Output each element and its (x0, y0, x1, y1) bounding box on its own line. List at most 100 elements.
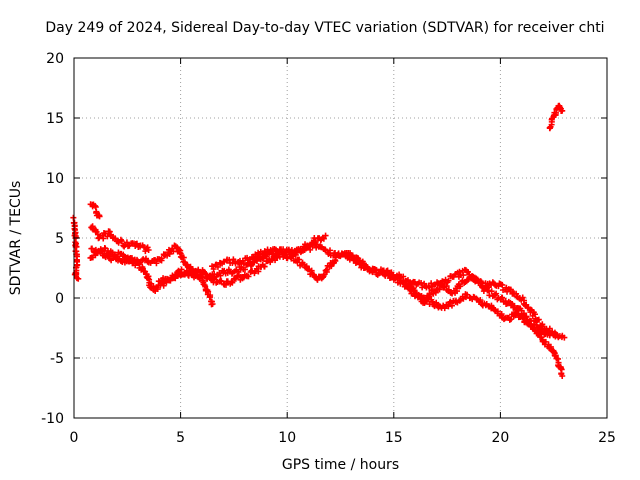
data-point (130, 260, 137, 267)
data-point (559, 373, 566, 379)
data-point (464, 268, 471, 275)
data-point (222, 281, 229, 288)
data-point (512, 312, 519, 319)
data-point (320, 235, 327, 242)
data-point (441, 305, 448, 312)
data-point (422, 298, 429, 305)
data-point (345, 253, 352, 260)
data-point (477, 297, 484, 304)
data-point (205, 288, 212, 295)
data-point (241, 266, 248, 273)
axis-ticks: 0 5 10 15 20 25 -10 -5 0 5 10 15 20 (41, 51, 616, 446)
data-point (100, 235, 107, 242)
y-axis-label: SDTVAR / TECUs (8, 180, 24, 296)
data-point (178, 266, 185, 273)
data-point (546, 325, 553, 332)
y-tick-label: -10 (41, 411, 64, 427)
data-point (214, 263, 221, 270)
data-point (420, 294, 427, 301)
data-point (297, 249, 304, 256)
data-point (445, 277, 452, 284)
data-point (255, 268, 262, 275)
data-series (70, 102, 568, 379)
x-tick-label: 25 (598, 430, 616, 446)
data-point (426, 291, 433, 298)
series-track-g (209, 241, 559, 338)
data-point (488, 288, 495, 295)
y-tick-label: 20 (46, 51, 64, 67)
data-point (473, 295, 480, 302)
data-point (166, 250, 173, 257)
y-tick-label: 5 (55, 231, 64, 247)
data-point (513, 306, 520, 313)
data-point (492, 291, 499, 298)
data-point (197, 271, 204, 278)
data-point (532, 327, 539, 334)
data-point (384, 267, 391, 274)
y-tick-label: 10 (46, 171, 64, 187)
data-point (89, 245, 96, 252)
x-tick-label: 10 (278, 430, 296, 446)
data-point (400, 273, 407, 280)
data-point (561, 334, 568, 341)
data-point (210, 266, 217, 273)
x-tick-label: 5 (176, 430, 185, 446)
data-point (146, 276, 153, 283)
data-point (123, 239, 130, 246)
data-point (523, 301, 530, 308)
data-point (268, 249, 275, 256)
data-point (314, 276, 321, 283)
data-point (229, 279, 236, 286)
data-point (292, 249, 299, 256)
data-point (166, 277, 173, 284)
series-track-h (407, 287, 566, 379)
data-point (433, 299, 440, 306)
data-point (376, 270, 383, 277)
data-point (240, 260, 247, 267)
data-point (460, 272, 467, 279)
data-point (92, 228, 99, 235)
plot-border (73, 57, 608, 419)
data-point (448, 302, 455, 309)
data-point (552, 331, 559, 337)
data-point (440, 284, 447, 291)
data-point (535, 316, 542, 323)
grid (74, 58, 607, 418)
data-point (410, 288, 417, 295)
data-point (323, 266, 330, 273)
data-point (322, 232, 329, 239)
data-point (118, 238, 125, 245)
y-tick-label: -5 (50, 351, 64, 367)
data-point (73, 251, 80, 258)
data-point (145, 247, 152, 253)
data-point (559, 107, 566, 114)
data-point (158, 255, 165, 262)
x-tick-label: 20 (491, 430, 509, 446)
data-point (307, 246, 314, 253)
data-point (464, 291, 471, 298)
series-track-c (88, 223, 152, 255)
y-tick-label: 15 (46, 111, 64, 127)
data-point (108, 257, 115, 264)
data-point (96, 213, 103, 220)
data-point (404, 277, 411, 284)
series-track-a (70, 214, 82, 282)
x-axis-label: GPS time / hours (281, 457, 400, 473)
data-point (456, 297, 463, 304)
data-point (158, 279, 165, 286)
series-track-i (546, 102, 566, 132)
data-point (207, 292, 214, 299)
y-tick-label: 0 (55, 291, 64, 307)
data-point (432, 289, 439, 296)
data-point (70, 214, 77, 221)
data-point (104, 233, 111, 240)
data-point (493, 290, 500, 297)
series-track-b (87, 201, 103, 220)
data-point (261, 263, 268, 270)
data-point (153, 260, 160, 267)
data-point (494, 308, 501, 315)
x-tick-label: 0 (70, 430, 79, 446)
data-point (453, 288, 460, 295)
